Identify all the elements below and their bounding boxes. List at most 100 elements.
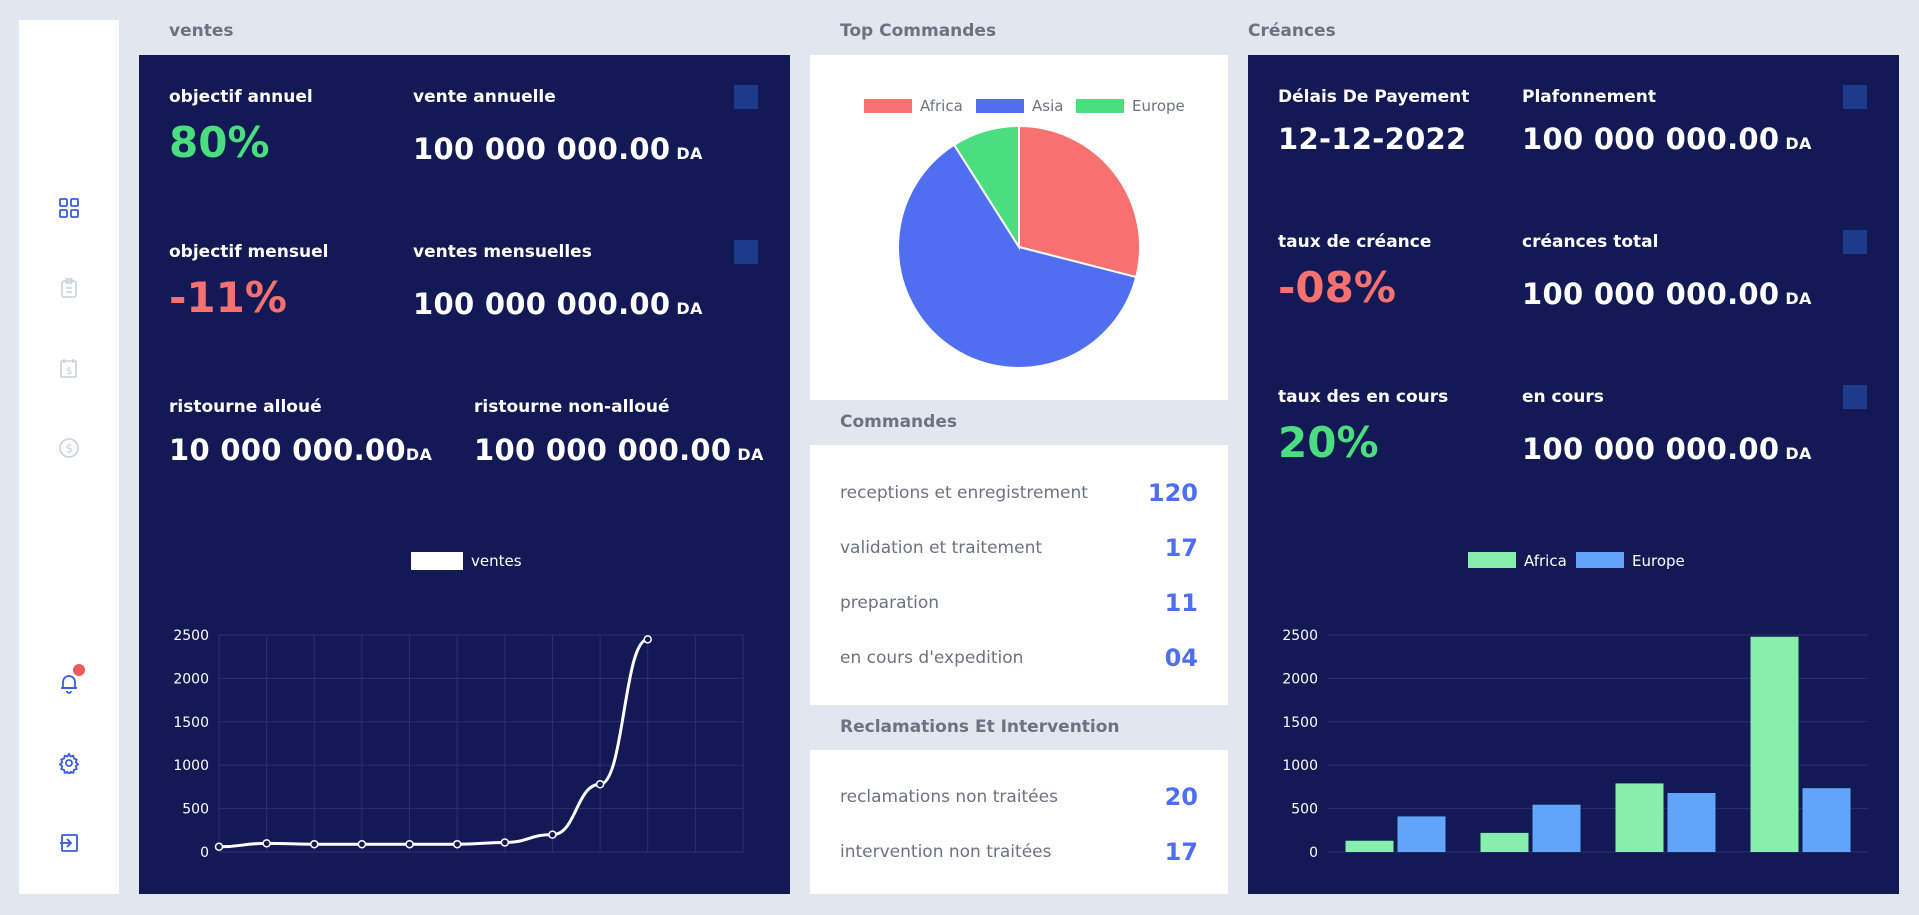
data-point (405, 839, 414, 849)
creances-title: Créances (1248, 21, 1336, 41)
data-point (595, 780, 605, 789)
sidebar: $ $ (19, 20, 119, 894)
row-value: 11 (1164, 589, 1198, 617)
commandes-card: receptions et enregistrement 120 validati… (810, 445, 1228, 705)
bar-africa-1999 (1615, 783, 1664, 852)
pie-slice-asia (897, 143, 1138, 369)
bar-europe-2050 (1802, 788, 1851, 852)
reclamations-row[interactable]: reclamations non traitées 20 (840, 777, 1198, 817)
taux-en-cours-label: taux des en cours (1278, 387, 1449, 407)
ristourne-alloue-value: 10 000 000.00DA (169, 433, 433, 467)
bar-africa-2050 (1750, 636, 1799, 852)
legend-label: Europe (1132, 97, 1185, 115)
delais-value: 12-12-2022 (1278, 122, 1467, 156)
plafonnement-label: Plafonnement (1522, 87, 1657, 107)
commandes-row[interactable]: validation et traitement 17 (840, 528, 1198, 568)
bar-europe-1900 (1397, 816, 1446, 852)
ventes-title: ventes (169, 21, 234, 41)
taux-creance-label: taux de créance (1278, 232, 1432, 252)
row-label: preparation (840, 593, 940, 613)
y-tick-label: 2000 (1282, 671, 1318, 687)
row-label: reclamations non traitées (840, 787, 1058, 807)
receipt-icon[interactable]: $ (56, 355, 82, 381)
legend-label: Africa (920, 97, 963, 115)
en-cours-value: 100 000 000.00 DA (1522, 432, 1812, 466)
legend-swatch (1076, 99, 1124, 113)
bar-europe-1999 (1667, 792, 1716, 852)
dollar-icon[interactable]: $ (56, 435, 82, 461)
notification-badge (73, 664, 85, 676)
objectif-annuel-value: 80% (169, 118, 270, 167)
y-tick-label: 2500 (1282, 628, 1318, 644)
y-tick-label: 2500 (173, 628, 209, 644)
row-label: intervention non traitées (840, 842, 1052, 862)
legend-swatch (1468, 552, 1516, 568)
top-commandes-title: Top Commandes (840, 21, 997, 41)
row-label: receptions et enregistrement (840, 483, 1088, 503)
commandes-title: Commandes (840, 412, 957, 432)
delais-label: Délais De Payement (1278, 87, 1470, 107)
top-commandes-card: Africa Asia Europe (810, 55, 1228, 400)
commandes-row[interactable]: receptions et enregistrement 120 (840, 473, 1198, 513)
data-point (548, 830, 557, 839)
legend-swatch (411, 552, 463, 570)
gear-icon[interactable] (56, 750, 82, 776)
y-tick-label: 500 (1291, 802, 1318, 818)
row-value: 17 (1164, 838, 1198, 866)
ventes-line-chart: 05001000150020002500janfevmarsavlmaijuin… (173, 552, 744, 860)
indicator-square (1843, 230, 1867, 254)
indicator-square (1843, 385, 1867, 409)
taux-en-cours-value: 20% (1278, 418, 1379, 467)
objectif-mensuel-value: -11% (169, 273, 287, 322)
commandes-row[interactable]: preparation 11 (840, 583, 1198, 623)
legend-label: Asia (1032, 97, 1063, 115)
legend-swatch (864, 99, 912, 113)
objectif-annuel-label: objectif annuel (169, 87, 313, 107)
legend-swatch (976, 99, 1024, 113)
ventes-mensuelles-label: ventes mensuelles (413, 242, 592, 262)
ventes-mensuelles-value: 100 000 000.00 DA (413, 287, 703, 321)
row-value: 04 (1164, 644, 1198, 672)
bar-africa-1950 (1480, 832, 1529, 852)
creances-total-label: créances total (1522, 232, 1659, 252)
vente-annuelle-label: vente annuelle (413, 87, 556, 107)
grid-icon[interactable] (56, 195, 82, 221)
data-point (643, 635, 652, 644)
creances-total-value: 100 000 000.00 DA (1522, 277, 1812, 311)
reclamations-card: reclamations non traitées 20 intervention… (810, 750, 1228, 894)
bar-africa-1900 (1345, 840, 1394, 852)
creances-panel: Délais De Payement 12-12-2022 Plafonneme… (1248, 55, 1899, 894)
svg-text:$: $ (66, 442, 74, 456)
commandes-row[interactable]: en cours d'expedition 04 (840, 638, 1198, 678)
data-point (310, 839, 319, 849)
row-value: 20 (1164, 783, 1198, 811)
objectif-mensuel-label: objectif mensuel (169, 242, 329, 262)
series-line-ventes (218, 637, 649, 849)
y-tick-label: 0 (200, 845, 209, 860)
indicator-square (1843, 85, 1867, 109)
row-label: validation et traitement (840, 538, 1043, 558)
pie-slice-europe (952, 124, 1020, 251)
creances-bar-chart: 05001000150020002500AfricaEurope19001950… (1282, 552, 1868, 860)
logout-icon[interactable] (56, 830, 82, 856)
bar-europe-1950 (1532, 804, 1581, 852)
ristourne-non-alloue-value: 100 000 000.00 DA (474, 433, 764, 467)
clipboard-icon[interactable] (56, 275, 82, 301)
row-value: 17 (1164, 534, 1198, 562)
data-point (500, 838, 510, 847)
legend-label: Europe (1632, 552, 1685, 570)
reclamations-title: Reclamations Et Intervention (840, 717, 1120, 737)
reclamations-row[interactable]: intervention non traitées 17 (840, 832, 1198, 872)
ventes-panel: objectif annuel 80% vente annuelle 100 0… (139, 55, 790, 894)
pie-slice-africa (1018, 124, 1141, 279)
row-value: 120 (1147, 479, 1198, 507)
y-tick-label: 1000 (173, 758, 209, 774)
top-commandes-pie-chart: Africa Asia Europe (864, 97, 1185, 369)
y-tick-label: 1500 (173, 715, 209, 731)
ristourne-non-alloue-label: ristourne non-alloué (474, 397, 670, 417)
vente-annuelle-value: 100 000 000.00 DA (413, 132, 703, 166)
legend-label: Africa (1524, 552, 1567, 570)
indicator-square (734, 85, 758, 109)
bell-icon[interactable] (56, 664, 85, 696)
svg-text:$: $ (66, 366, 72, 377)
